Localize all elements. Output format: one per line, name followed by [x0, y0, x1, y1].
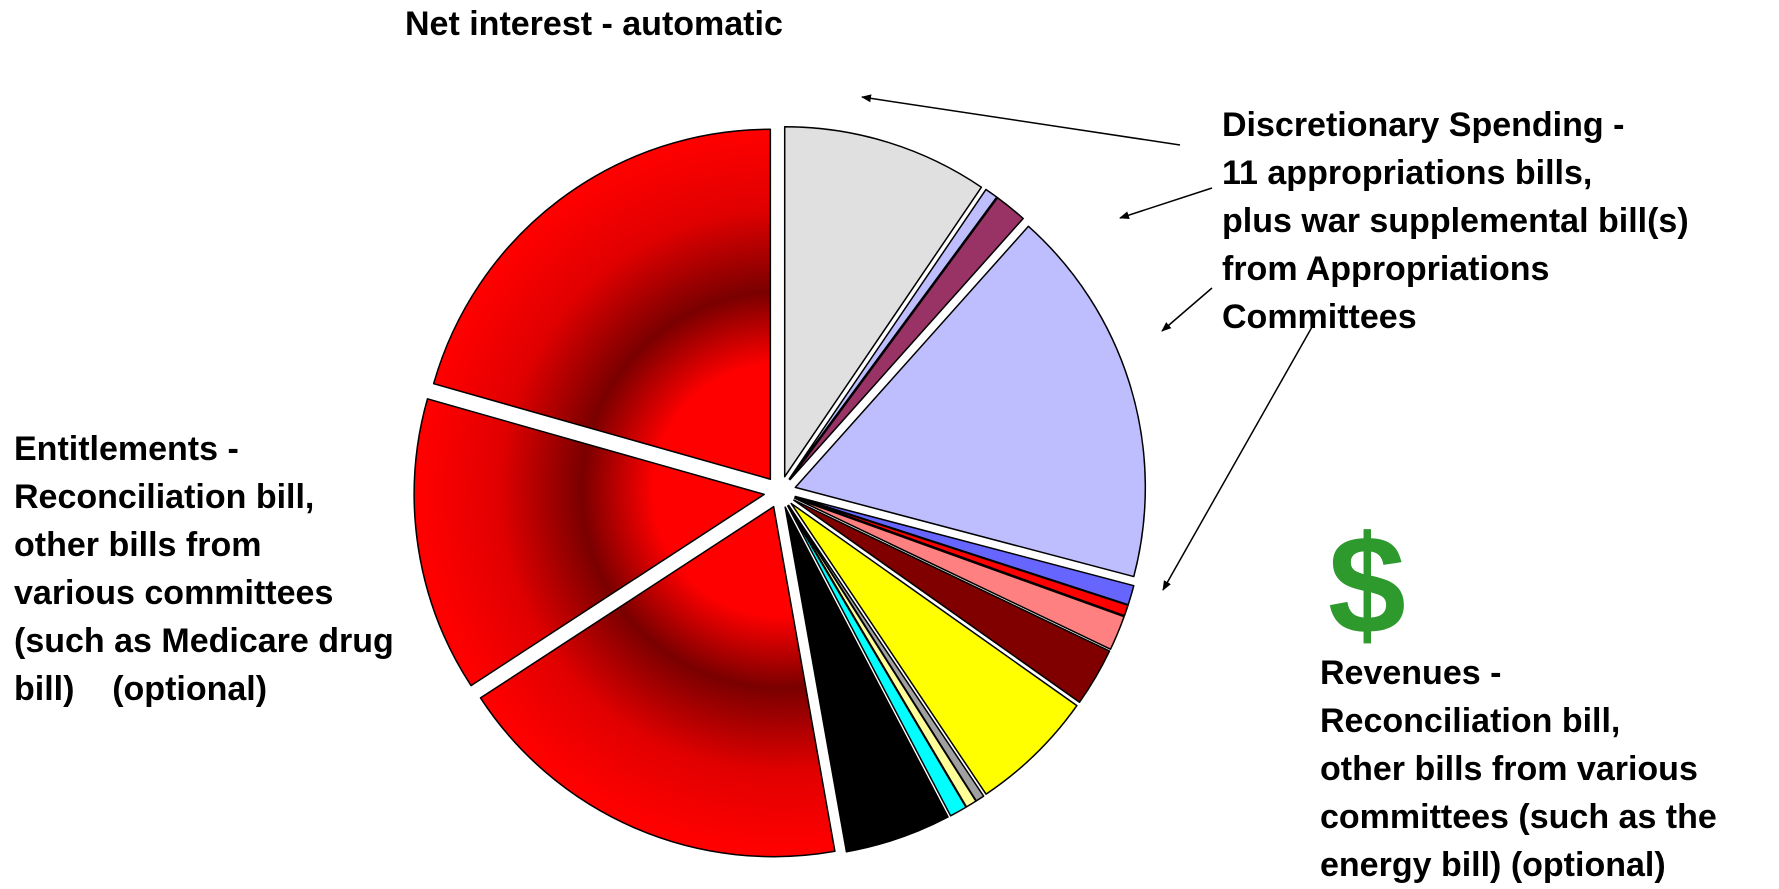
pie-slice-6 — [794, 497, 1125, 650]
callout-arrows — [861, 94, 1313, 591]
revenues-line: Revenues - — [1320, 654, 1502, 692]
pie-slices — [413, 125, 1147, 858]
pie-slice-14 — [413, 398, 765, 687]
pie-slice-2 — [789, 196, 1024, 481]
arrow-discretionary-3 — [1161, 287, 1213, 332]
pie-slice-1 — [788, 188, 998, 480]
entitlements-line: other bills from — [14, 526, 262, 564]
revenues-line: committees (such as the — [1320, 798, 1717, 836]
net-interest-text: Net interest - automatic — [405, 5, 783, 43]
net-interest-label: Net interest - automatic — [405, 0, 783, 48]
arrow-discretionary-1 — [861, 94, 1181, 146]
pie-slice-3 — [794, 225, 1147, 578]
pie-slice-11 — [787, 505, 967, 817]
entitlements-line: various committees — [14, 574, 334, 612]
discretionary-line: from Appropriations — [1222, 250, 1550, 288]
discretionary-label: Discretionary Spending - 11 appropriatio… — [1222, 101, 1689, 341]
discretionary-line: Committees — [1222, 298, 1417, 336]
entitlements-line: bill) (optional) — [14, 670, 268, 708]
pie-slice-8 — [790, 502, 1078, 795]
revenues-line: Reconciliation bill, — [1320, 702, 1621, 740]
pie-slice-13 — [479, 505, 836, 858]
discretionary-line: 11 appropriations bills, — [1222, 154, 1593, 192]
pie-slice-12 — [784, 506, 949, 853]
pie-slice-0 — [783, 125, 983, 478]
arrow-discretionary-4 — [1162, 326, 1313, 591]
revenues-line: energy bill) (optional) — [1320, 846, 1666, 884]
entitlements-label: Entitlements - Reconciliation bill, othe… — [14, 425, 394, 713]
entitlements-line: Entitlements - — [14, 430, 239, 468]
entitlements-line: Reconciliation bill, — [14, 478, 315, 516]
pie-slice-15 — [432, 128, 772, 480]
entitlements-line: (such as Medicare drug — [14, 622, 394, 660]
pie-slice-5 — [794, 496, 1129, 617]
pie-slice-7 — [793, 499, 1111, 703]
revenues-line: other bills from various — [1320, 750, 1698, 788]
arrow-discretionary-2 — [1119, 187, 1213, 220]
revenues-label: Revenues - Reconciliation bill, other bi… — [1320, 649, 1717, 889]
discretionary-line: plus war supplemental bill(s) — [1222, 202, 1689, 240]
discretionary-line: Discretionary Spending - — [1222, 106, 1625, 144]
dollar-sign-icon: $ — [1328, 506, 1406, 663]
